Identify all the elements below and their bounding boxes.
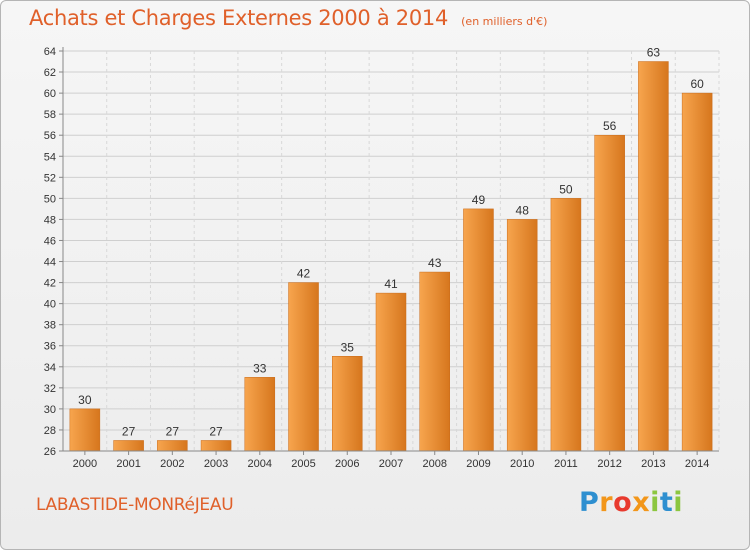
y-tick-label: 26 <box>44 446 56 458</box>
town-name: LABASTIDE-MONRéJEAU <box>36 495 234 515</box>
bars <box>69 61 713 452</box>
bar <box>419 271 450 452</box>
chart-unit: (en milliers d'€) <box>461 15 548 28</box>
bar <box>69 408 101 452</box>
data-label: 41 <box>384 277 398 291</box>
bar <box>375 292 407 452</box>
bar <box>506 219 538 452</box>
y-tick-label: 64 <box>44 46 56 58</box>
bar <box>332 356 363 452</box>
data-label: 60 <box>690 77 704 91</box>
y-tick-label: 34 <box>44 362 56 374</box>
y-tick-label: 42 <box>44 278 56 290</box>
x-tick-label: 2007 <box>379 458 403 470</box>
y-tick-label: 52 <box>44 172 56 184</box>
y-tick-label: 56 <box>44 130 56 142</box>
bar <box>113 440 144 452</box>
x-tick-label: 2000 <box>73 458 97 470</box>
x-tick-label: 2003 <box>204 458 228 470</box>
data-label: 27 <box>122 424 136 438</box>
x-tick-label: 2012 <box>597 458 621 470</box>
y-tick-label: 36 <box>44 341 56 353</box>
x-tick-label: 2008 <box>422 458 446 470</box>
y-tick-label: 54 <box>44 151 56 163</box>
proxiti-logo: Proxiti <box>579 487 683 518</box>
brand-letter: i <box>650 487 660 518</box>
y-tick-label: 44 <box>44 257 56 269</box>
data-label: 56 <box>603 119 617 133</box>
y-tick-label: 60 <box>44 88 56 100</box>
x-tick-label: 2001 <box>116 458 140 470</box>
data-label: 30 <box>78 393 92 407</box>
y-tick-label: 48 <box>44 214 56 226</box>
brand-letter: x <box>632 487 651 518</box>
axes: 26 28 30 32 34 36 38 40 42 44 46 48 50 52 54 56 58 60 62 64… <box>44 46 719 470</box>
bar <box>288 282 319 452</box>
bar <box>200 440 232 452</box>
bar <box>550 198 582 452</box>
x-tick-label: 2002 <box>160 458 184 470</box>
brand-letter: r <box>599 487 614 518</box>
brand-letter: t <box>659 487 674 518</box>
y-tick-label: 58 <box>44 109 56 121</box>
y-tick-label: 32 <box>44 383 56 395</box>
data-label: 48 <box>516 203 530 217</box>
bar <box>594 134 625 452</box>
y-tick-label: 50 <box>44 193 56 205</box>
brand-letter: i <box>673 487 684 518</box>
x-tick-label: 2014 <box>685 458 709 470</box>
bar <box>463 208 494 452</box>
brand-letter: o <box>613 487 633 518</box>
chart-title-block: Achats et Charges Externes 2000 à 2014 (… <box>29 6 547 30</box>
x-tick-label: 2009 <box>466 458 490 470</box>
data-label: 27 <box>209 424 223 438</box>
data-label: 42 <box>297 267 311 281</box>
x-tick-label: 2004 <box>248 458 272 470</box>
data-label: 50 <box>559 182 573 196</box>
y-tick-label: 46 <box>44 235 56 247</box>
data-label: 43 <box>428 256 442 270</box>
data-labels: 30 27 27 27 33 42 35 41 43 49 48 50 56 63 60 <box>78 46 704 439</box>
data-label: 49 <box>472 193 486 207</box>
data-label: 27 <box>166 424 180 438</box>
y-tick-label: 62 <box>44 67 56 79</box>
bar <box>681 92 713 452</box>
y-tick-label: 28 <box>44 425 56 437</box>
x-tick-label: 2010 <box>510 458 534 470</box>
x-tick-label: 2011 <box>554 458 578 470</box>
data-label: 35 <box>341 340 355 354</box>
bar <box>638 61 669 452</box>
y-tick-label: 38 <box>44 320 56 332</box>
data-label: 33 <box>253 361 267 375</box>
bar <box>244 377 276 452</box>
brand-letter: P <box>579 487 600 518</box>
y-tick-label: 40 <box>44 299 56 311</box>
data-label: 63 <box>647 46 661 60</box>
x-tick-label: 2013 <box>641 458 665 470</box>
y-tick-label: 30 <box>44 404 56 416</box>
x-tick-label: 2006 <box>335 458 359 470</box>
bar <box>157 440 188 452</box>
x-tick-label: 2005 <box>291 458 315 470</box>
chart-title: Achats et Charges Externes 2000 à 2014 <box>29 6 449 30</box>
